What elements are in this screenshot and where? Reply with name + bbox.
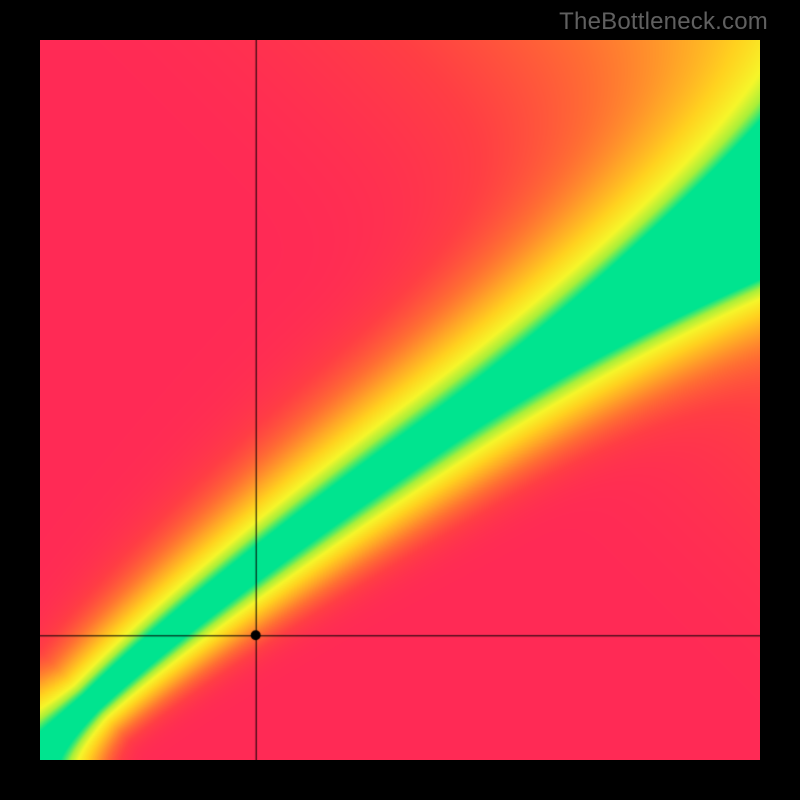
chart-container: { "watermark": { "text": "TheBottleneck.… xyxy=(0,0,800,800)
watermark-text: TheBottleneck.com xyxy=(559,8,768,36)
bottleneck-heatmap xyxy=(40,40,760,760)
